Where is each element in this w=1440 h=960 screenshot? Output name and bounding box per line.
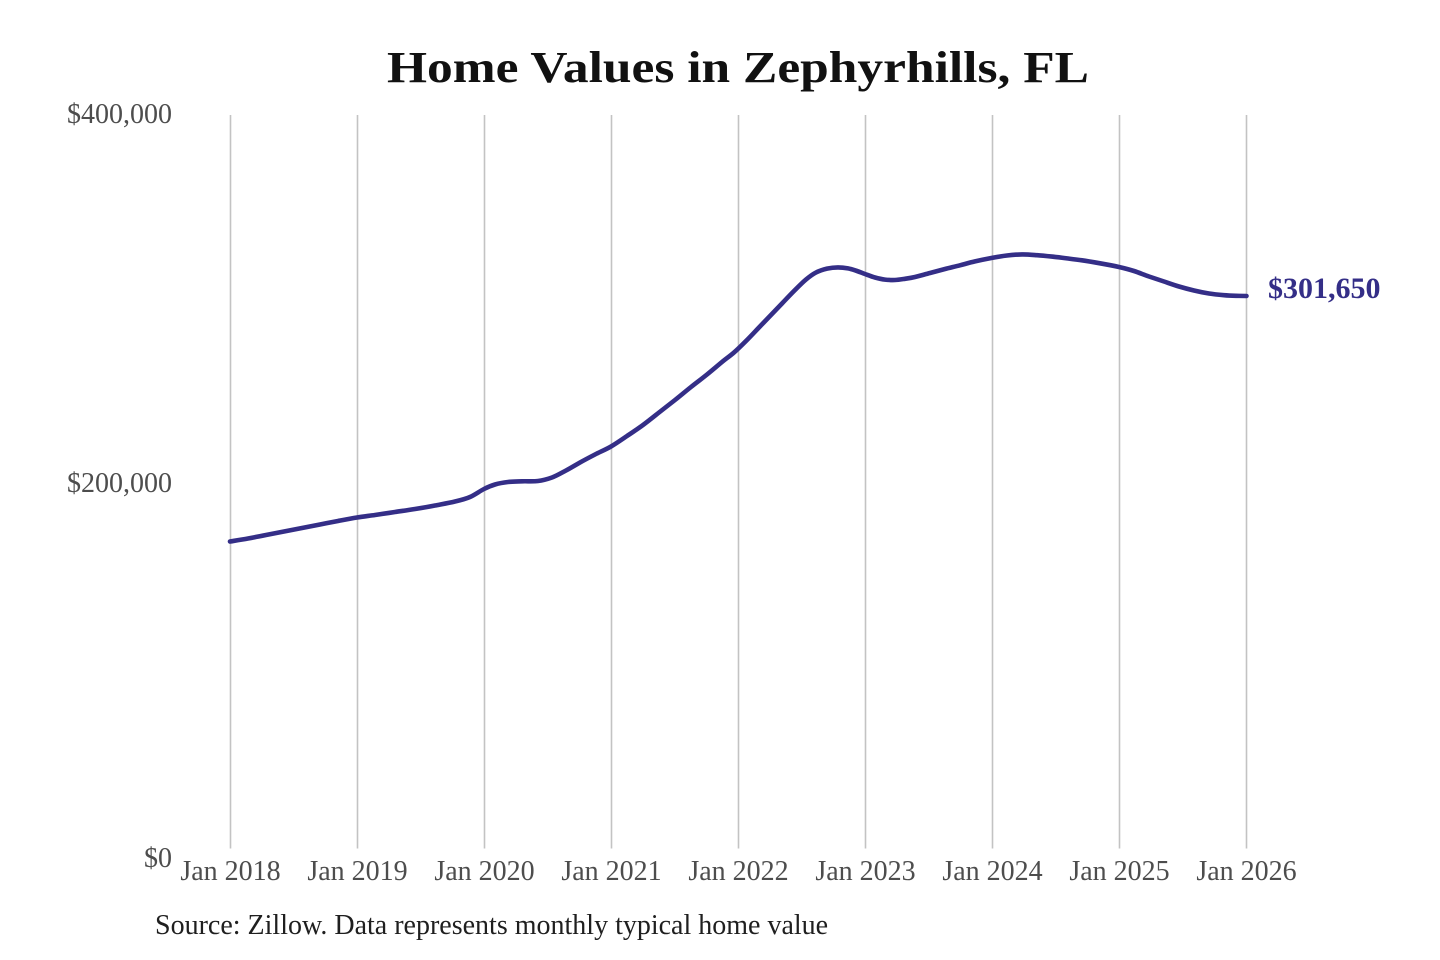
svg-text:Jan 2022: Jan 2022 [688,856,788,887]
svg-text:Jan 2024: Jan 2024 [942,856,1042,887]
svg-text:$0: $0 [144,843,172,874]
svg-text:Jan 2019: Jan 2019 [307,856,407,887]
svg-text:Jan 2018: Jan 2018 [180,856,280,887]
svg-text:$200,000: $200,000 [67,468,172,499]
svg-text:Jan 2025: Jan 2025 [1069,856,1169,887]
svg-text:Jan 2021: Jan 2021 [561,856,661,887]
svg-text:Jan 2026: Jan 2026 [1196,856,1296,887]
svg-text:Home Values in Zephyrhills, FL: Home Values in Zephyrhills, FL [387,43,1089,92]
svg-text:Source: Zillow. Data represent: Source: Zillow. Data represents monthly … [155,910,828,941]
svg-text:$400,000: $400,000 [67,99,172,130]
svg-text:Jan 2020: Jan 2020 [434,856,534,887]
svg-text:$301,650: $301,650 [1268,272,1381,305]
svg-text:Jan 2023: Jan 2023 [815,856,915,887]
